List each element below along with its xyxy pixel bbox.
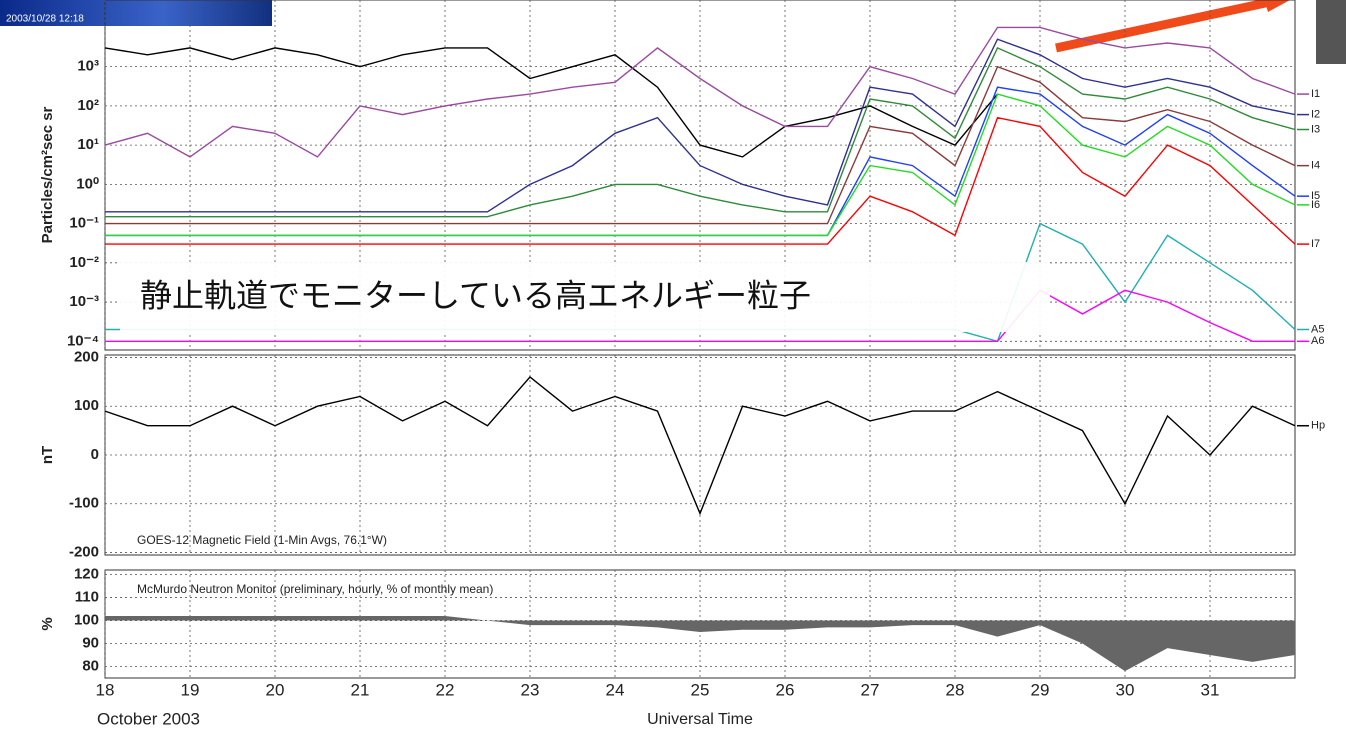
arrow-head bbox=[1264, 0, 1290, 12]
legend-label: I1 bbox=[1311, 88, 1320, 100]
series-line bbox=[105, 46, 1296, 218]
y-tick-label: 10⁻¹ bbox=[69, 215, 99, 232]
series-line bbox=[105, 93, 1296, 237]
legend-label: I6 bbox=[1311, 199, 1320, 211]
x-tick-label: 24 bbox=[606, 680, 625, 699]
y-tick-label: 80 bbox=[82, 657, 99, 674]
y-tick-label: 90 bbox=[82, 635, 99, 652]
y-axis-label: % bbox=[39, 617, 56, 630]
solar-image bbox=[0, 0, 272, 26]
y-tick-label: 10⁻² bbox=[69, 254, 99, 271]
legend-label: I2 bbox=[1311, 109, 1320, 121]
area bbox=[105, 616, 1295, 672]
legend-label: A5 bbox=[1311, 323, 1324, 335]
x-tick-label: 26 bbox=[776, 680, 795, 699]
y-axis-label: Particles/cm²sec sr bbox=[39, 106, 56, 243]
legend-label: I7 bbox=[1311, 238, 1320, 250]
overlay-text: 静止軌道でモニターしている高エネルギー粒子 bbox=[140, 277, 811, 313]
y-tick-label: 10⁰ bbox=[76, 175, 99, 192]
x-tick-label: 29 bbox=[1031, 680, 1050, 699]
x-tick-label: 21 bbox=[351, 680, 370, 699]
y-tick-label: 10⁻³ bbox=[69, 293, 99, 310]
x-tick-label: 25 bbox=[691, 680, 710, 699]
x-tick-label: 30 bbox=[1116, 680, 1135, 699]
x-tick-label: 18 bbox=[96, 680, 115, 699]
legend-label: A6 bbox=[1311, 335, 1324, 347]
legend-label: I4 bbox=[1311, 160, 1320, 172]
x-tick-label: 31 bbox=[1201, 680, 1220, 699]
annotation: McMurdo Neutron Monitor (preliminary, ho… bbox=[137, 582, 493, 596]
x-axis-label: Universal Time bbox=[647, 711, 753, 728]
series-line bbox=[104, 26, 1296, 158]
x-tick-label: 27 bbox=[861, 680, 880, 699]
y-tick-label: 10⁻⁴ bbox=[67, 332, 99, 349]
series-line bbox=[105, 38, 1296, 213]
series-line bbox=[105, 116, 1296, 245]
plots: 10⁻⁴ 10⁻³ 10⁻² 10⁻¹ 10⁰ 10¹ 10² 10³ Particles/cm… bbox=[39, 0, 1325, 728]
annotation: GOES-12 Magnetic Field (1-Min Avgs, 76.1… bbox=[137, 533, 387, 547]
legend-label: Hp bbox=[1311, 420, 1325, 432]
y-tick-label: -100 bbox=[69, 495, 99, 512]
y-tick-label: 100 bbox=[74, 612, 99, 629]
x-tick-label: 19 bbox=[181, 680, 200, 699]
series-line bbox=[104, 376, 1296, 516]
y-tick-label: 120 bbox=[74, 566, 99, 583]
y-tick-label: 0 bbox=[91, 446, 99, 463]
legend-label: I3 bbox=[1311, 123, 1320, 135]
legend-label: I5 bbox=[1311, 190, 1320, 202]
y-tick-label: 100 bbox=[74, 397, 99, 414]
x-tick-label: 23 bbox=[521, 680, 540, 699]
x-tick-label: 28 bbox=[946, 680, 965, 699]
y-tick-label: 10² bbox=[77, 97, 99, 114]
x-tick-label: 22 bbox=[436, 680, 455, 699]
y-tick-label: 10¹ bbox=[77, 136, 99, 153]
series-line bbox=[104, 47, 999, 158]
overlay-box bbox=[120, 262, 1050, 332]
y-axis-label: nT bbox=[39, 446, 56, 464]
x-tick-label: 20 bbox=[266, 680, 285, 699]
image-caption: 2003/10/28 12:18 bbox=[6, 14, 84, 25]
y-tick-label: 110 bbox=[75, 589, 99, 606]
arrow bbox=[1055, 0, 1271, 53]
series-line bbox=[105, 289, 1295, 342]
y-tick-label: 200 bbox=[74, 348, 99, 365]
date-label: October 2003 bbox=[97, 709, 200, 728]
y-tick-label: -200 bbox=[69, 544, 99, 561]
series-line bbox=[105, 65, 1296, 225]
inset-image bbox=[1316, 0, 1346, 64]
y-tick-label: 10³ bbox=[77, 58, 99, 75]
